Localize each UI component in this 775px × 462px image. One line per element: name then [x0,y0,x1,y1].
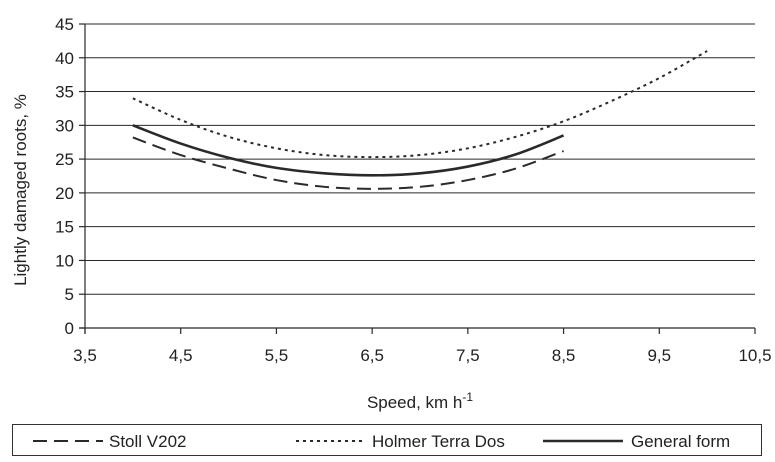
x-tick-label: 9,5 [647,346,671,365]
x-tick-label: 7,5 [456,346,480,365]
series-line-stoll-v202 [132,136,564,190]
y-tick-label: 5 [65,285,74,304]
legend-label-general-form: General form [631,432,730,451]
x-tick-label: 8,5 [552,346,576,365]
y-tick-label: 45 [55,15,74,34]
y-tick-label: 20 [55,184,74,203]
x-tick-label: 3,5 [73,346,97,365]
y-tick-label: 40 [55,49,74,68]
series-line-general-form [132,124,565,177]
legend-svg: Stoll V202 Holmer Terra Dos General form [33,432,730,451]
legend-label-holmer-terra-dos: Holmer Terra Dos [372,432,505,451]
x-axis-label-superscript: -1 [462,390,473,404]
y-tick-label: 25 [55,150,74,169]
x-axis-label-main: Speed, km h [367,393,462,412]
x-tick-label: 5,5 [265,346,289,365]
y-tick-label: 30 [55,116,74,135]
legend: Stoll V202 Holmer Terra Dos General form [12,424,762,456]
legend-label-stoll-v202: Stoll V202 [109,432,187,451]
y-tick-label: 10 [55,251,74,270]
y-tick-label: 0 [65,319,74,338]
y-tick-label: 35 [55,83,74,102]
x-tick-label: 6,5 [360,346,384,365]
x-tick-label: 10,5 [738,346,771,365]
y-tick-label: 15 [55,218,74,237]
x-axis-label: Speed, km h-1 [367,390,473,412]
y-axis-label: Lightly damaged roots, % [11,94,30,286]
series-line-holmer-terra-dos [132,50,708,159]
line-chart: 0 5 10 15 20 25 30 35 40 45 3,5 4,5 5,5 6,5 7,5 8,5 9,5… [11,15,772,412]
x-tick-label: 4,5 [169,346,193,365]
